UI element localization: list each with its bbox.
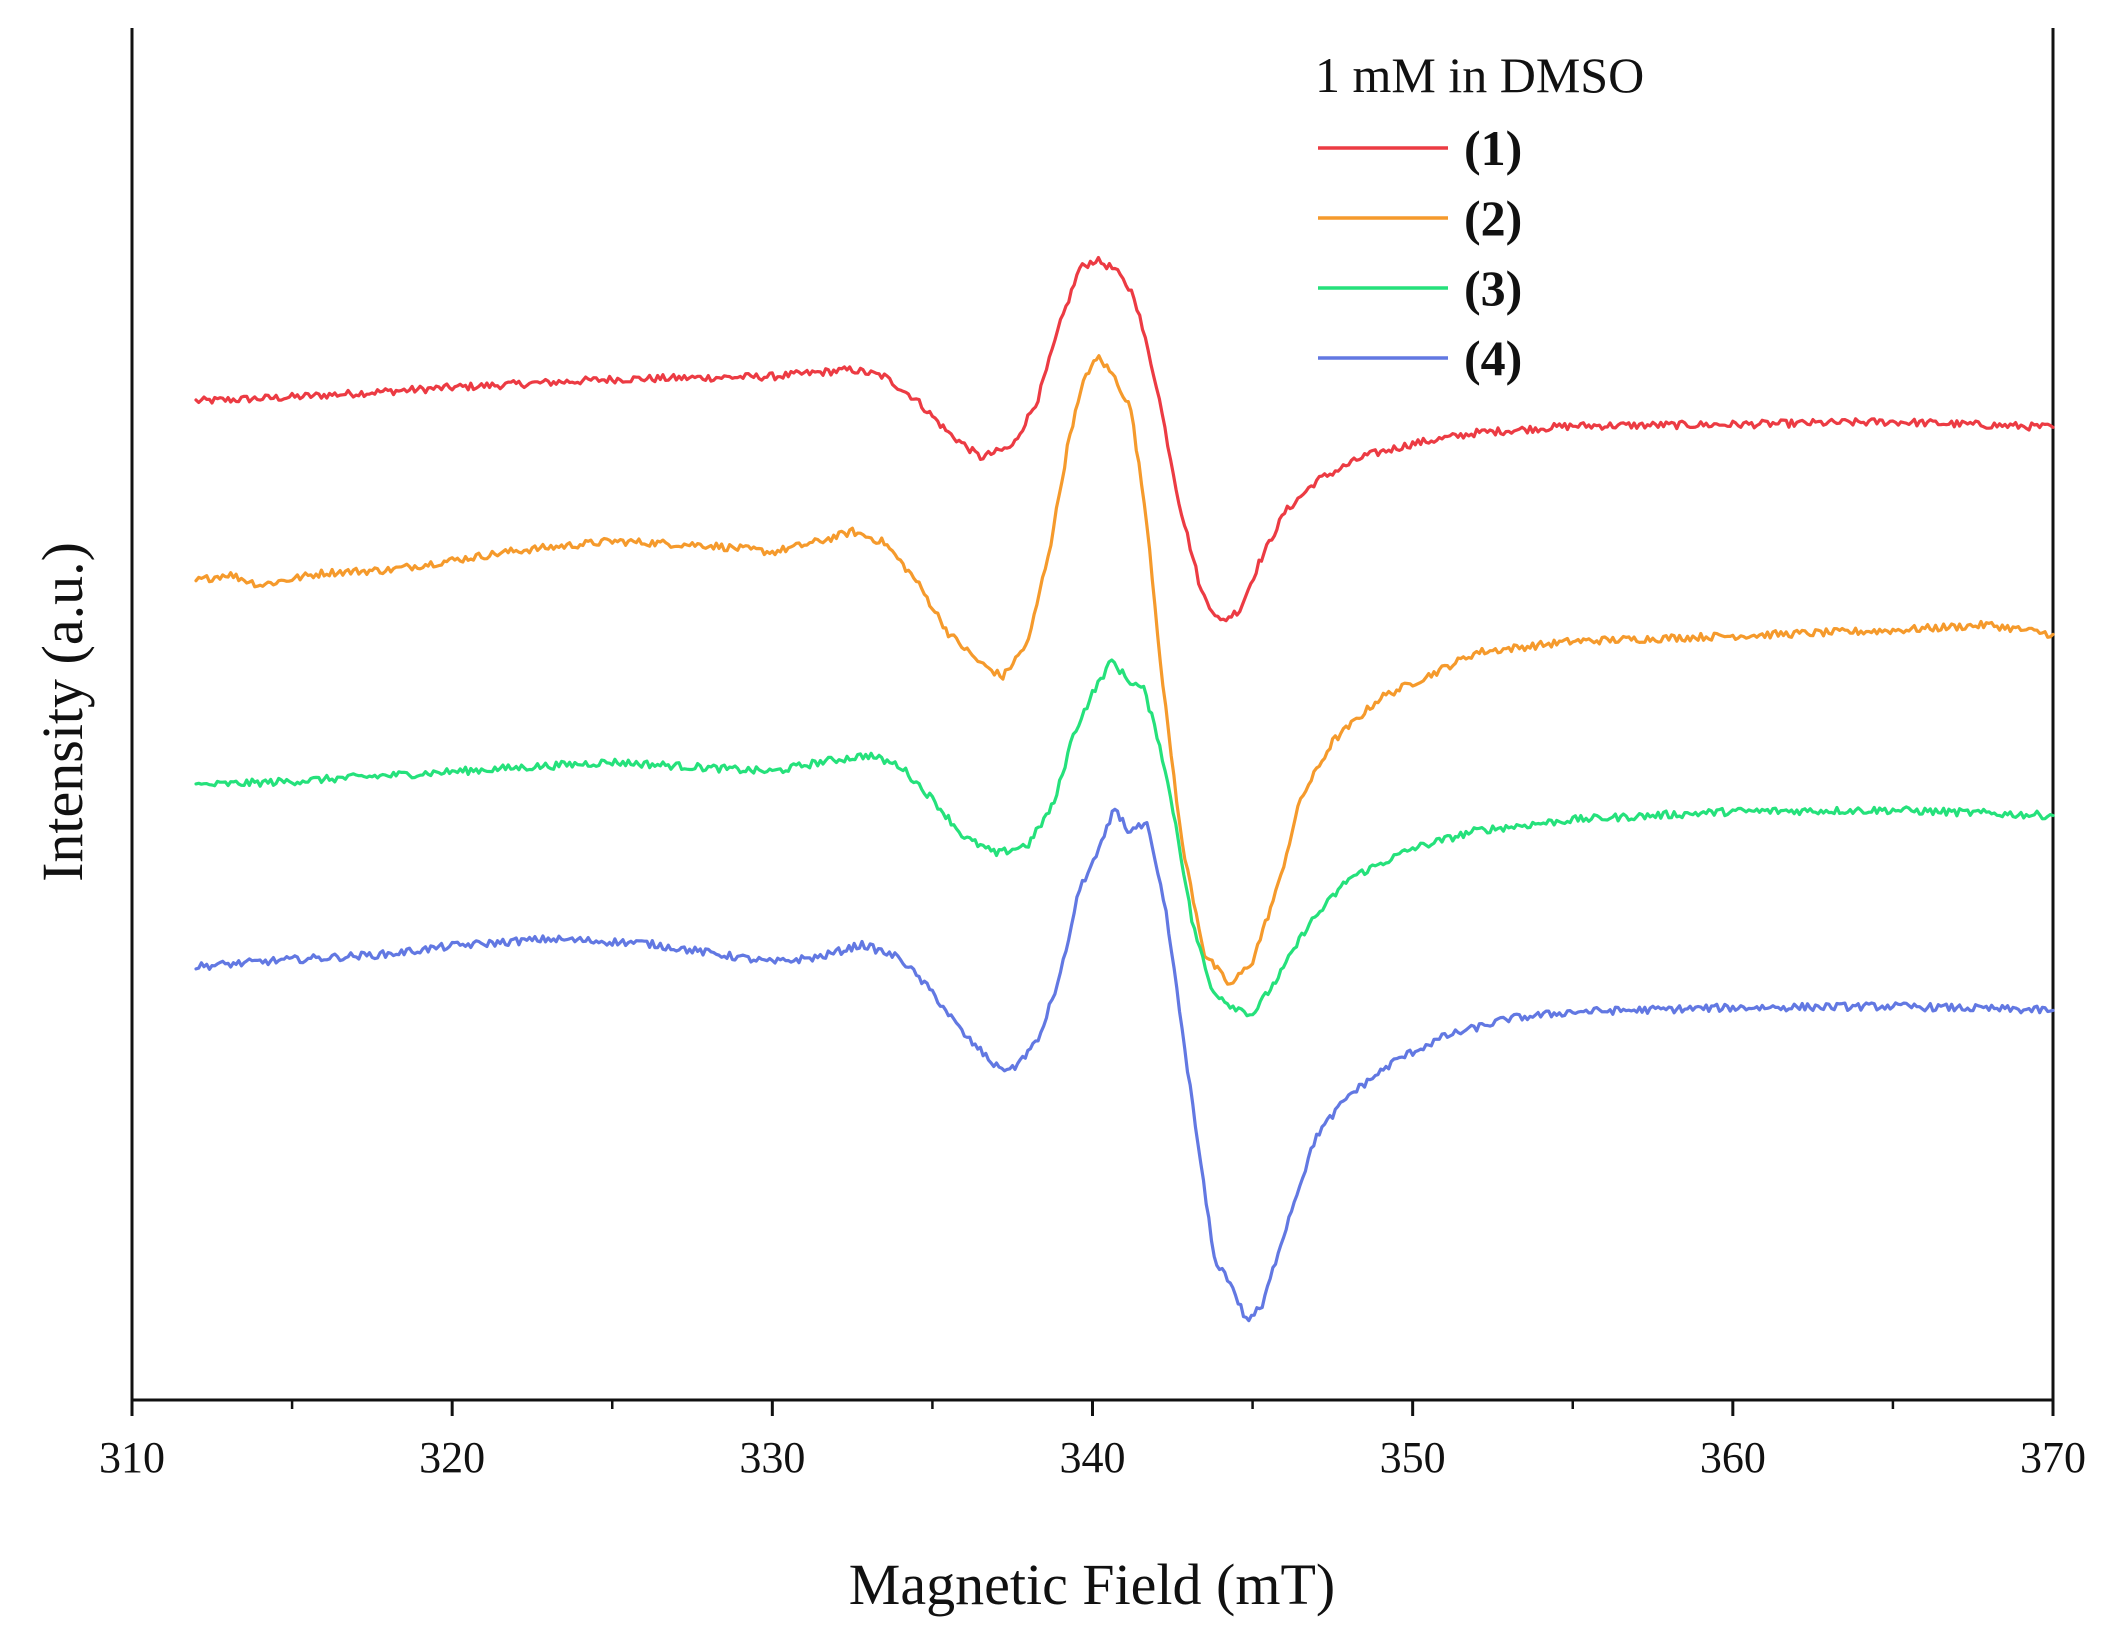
- series-line-4: [194, 807, 2055, 1323]
- legend-label-1: (1): [1464, 120, 1522, 176]
- legend-label-3: (3): [1464, 260, 1522, 316]
- x-tick-label: 330: [739, 1433, 805, 1482]
- y-axis-title: Intensity (a.u.): [30, 542, 95, 882]
- x-tick-label: 310: [99, 1433, 165, 1482]
- series-line-2: [194, 354, 2055, 986]
- x-axis-title: Magnetic Field (mT): [849, 1552, 1335, 1617]
- x-tick-label: 320: [419, 1433, 485, 1482]
- legend-label-4: (4): [1464, 330, 1522, 386]
- plot-area: [130, 28, 2055, 1402]
- series-layer: [194, 255, 2055, 1323]
- series-line-3: [194, 658, 2055, 1018]
- legend-label-2: (2): [1464, 190, 1522, 246]
- x-tick-label: 350: [1380, 1433, 1446, 1482]
- x-tick-label: 360: [1700, 1433, 1766, 1482]
- x-axis-ticks: 310 320 330 340 350 360 370: [99, 1400, 2086, 1482]
- legend-entries: (1) (2) (3) (4): [1318, 120, 1522, 386]
- x-tick-label: 340: [1060, 1433, 1126, 1482]
- legend-title: 1 mM in DMSO: [1315, 47, 1644, 103]
- series-line-1: [194, 255, 2055, 623]
- legend: 1 mM in DMSO (1) (2) (3) (4): [1315, 47, 1644, 386]
- x-tick-label: 370: [2020, 1433, 2086, 1482]
